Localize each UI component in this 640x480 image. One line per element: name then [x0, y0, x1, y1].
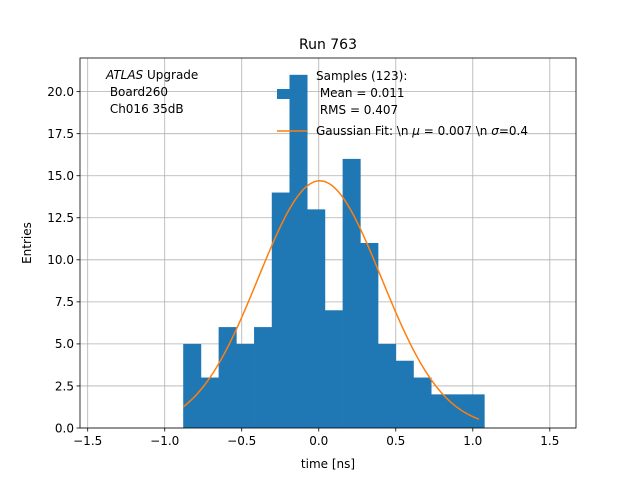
histogram-bar	[324, 310, 343, 428]
histogram-bar	[413, 377, 432, 428]
annotation-line-1: ATLAS Upgrade	[105, 68, 198, 82]
atlas-label: ATLAS	[105, 68, 144, 82]
histogram-bar	[200, 377, 219, 428]
histogram-bar	[395, 360, 414, 428]
legend-fit-prefix: Gaussian Fit: \n	[316, 124, 412, 138]
y-axis-label: Entries	[20, 222, 34, 264]
y-tick-label: 5.0	[55, 337, 74, 351]
histogram-bar	[183, 343, 202, 428]
plot-frame	[79, 57, 577, 429]
annotation-line-3: Ch016 35dB	[106, 102, 184, 116]
legend-samples-line-1: Samples (123):	[316, 69, 407, 83]
x-tick-label: −1.0	[150, 434, 179, 448]
x-tick-label: 0.0	[309, 434, 328, 448]
histogram-bar	[236, 343, 255, 428]
legend-fit-mu: μ	[411, 124, 420, 138]
legend-fit-label: Gaussian Fit: \n μ = 0.007 \n σ=0.4	[316, 124, 528, 138]
legend: Samples (123): Mean = 0.011 RMS = 0.407 …	[277, 69, 528, 138]
x-axis-label: time [ns]	[301, 457, 355, 471]
y-tick-label: 17.5	[47, 127, 74, 141]
y-tick-label: 7.5	[55, 295, 74, 309]
legend-samples-line-2: Mean = 0.011	[316, 86, 405, 100]
y-tick-label: 12.5	[47, 211, 74, 225]
legend-samples-line-3: RMS = 0.407	[316, 103, 398, 117]
histogram-bar	[431, 394, 450, 428]
y-tick-label: 15.0	[47, 169, 74, 183]
y-axis-ticks: 0.0 2.5 5.0 7.5 10.0 12.5 15.0 17.5 20.0	[47, 85, 80, 435]
histogram-bar	[218, 327, 237, 428]
histogram-bar	[342, 158, 361, 428]
histogram-bar	[307, 209, 326, 428]
y-tick-label: 2.5	[55, 379, 74, 393]
histogram-bar	[360, 243, 379, 428]
x-tick-label: −1.5	[73, 434, 102, 448]
upgrade-label: Upgrade	[143, 68, 198, 82]
legend-samples-swatch	[277, 89, 307, 99]
x-tick-label: 0.5	[386, 434, 405, 448]
x-axis-ticks: −1.5 −1.0 −0.5 0.0 0.5 1.0 1.5	[73, 428, 559, 448]
gaussian-fit-line	[182, 180, 480, 420]
legend-fit-suffix: =0.4	[499, 124, 528, 138]
chart-title: Run 763	[299, 37, 357, 53]
y-tick-label: 0.0	[55, 421, 74, 435]
histogram-bar	[448, 394, 467, 428]
histogram-bars	[183, 74, 485, 429]
x-tick-label: −0.5	[227, 434, 256, 448]
legend-fit-sigma: σ	[491, 124, 499, 138]
x-tick-label: 1.0	[463, 434, 482, 448]
y-tick-label: 20.0	[47, 85, 74, 99]
annotation-line-2: Board260	[106, 85, 168, 99]
histogram-bar	[254, 327, 273, 428]
histogram-bar	[289, 74, 308, 429]
histogram-bar	[466, 394, 485, 428]
histogram-bar	[271, 192, 290, 428]
y-tick-label: 10.0	[47, 253, 74, 267]
histogram-bar	[378, 343, 397, 428]
x-tick-label: 1.5	[540, 434, 559, 448]
atlas-annotation: ATLAS Upgrade Board260 Ch016 35dB	[105, 68, 198, 116]
legend-fit-mid: = 0.007 \n	[420, 124, 491, 138]
